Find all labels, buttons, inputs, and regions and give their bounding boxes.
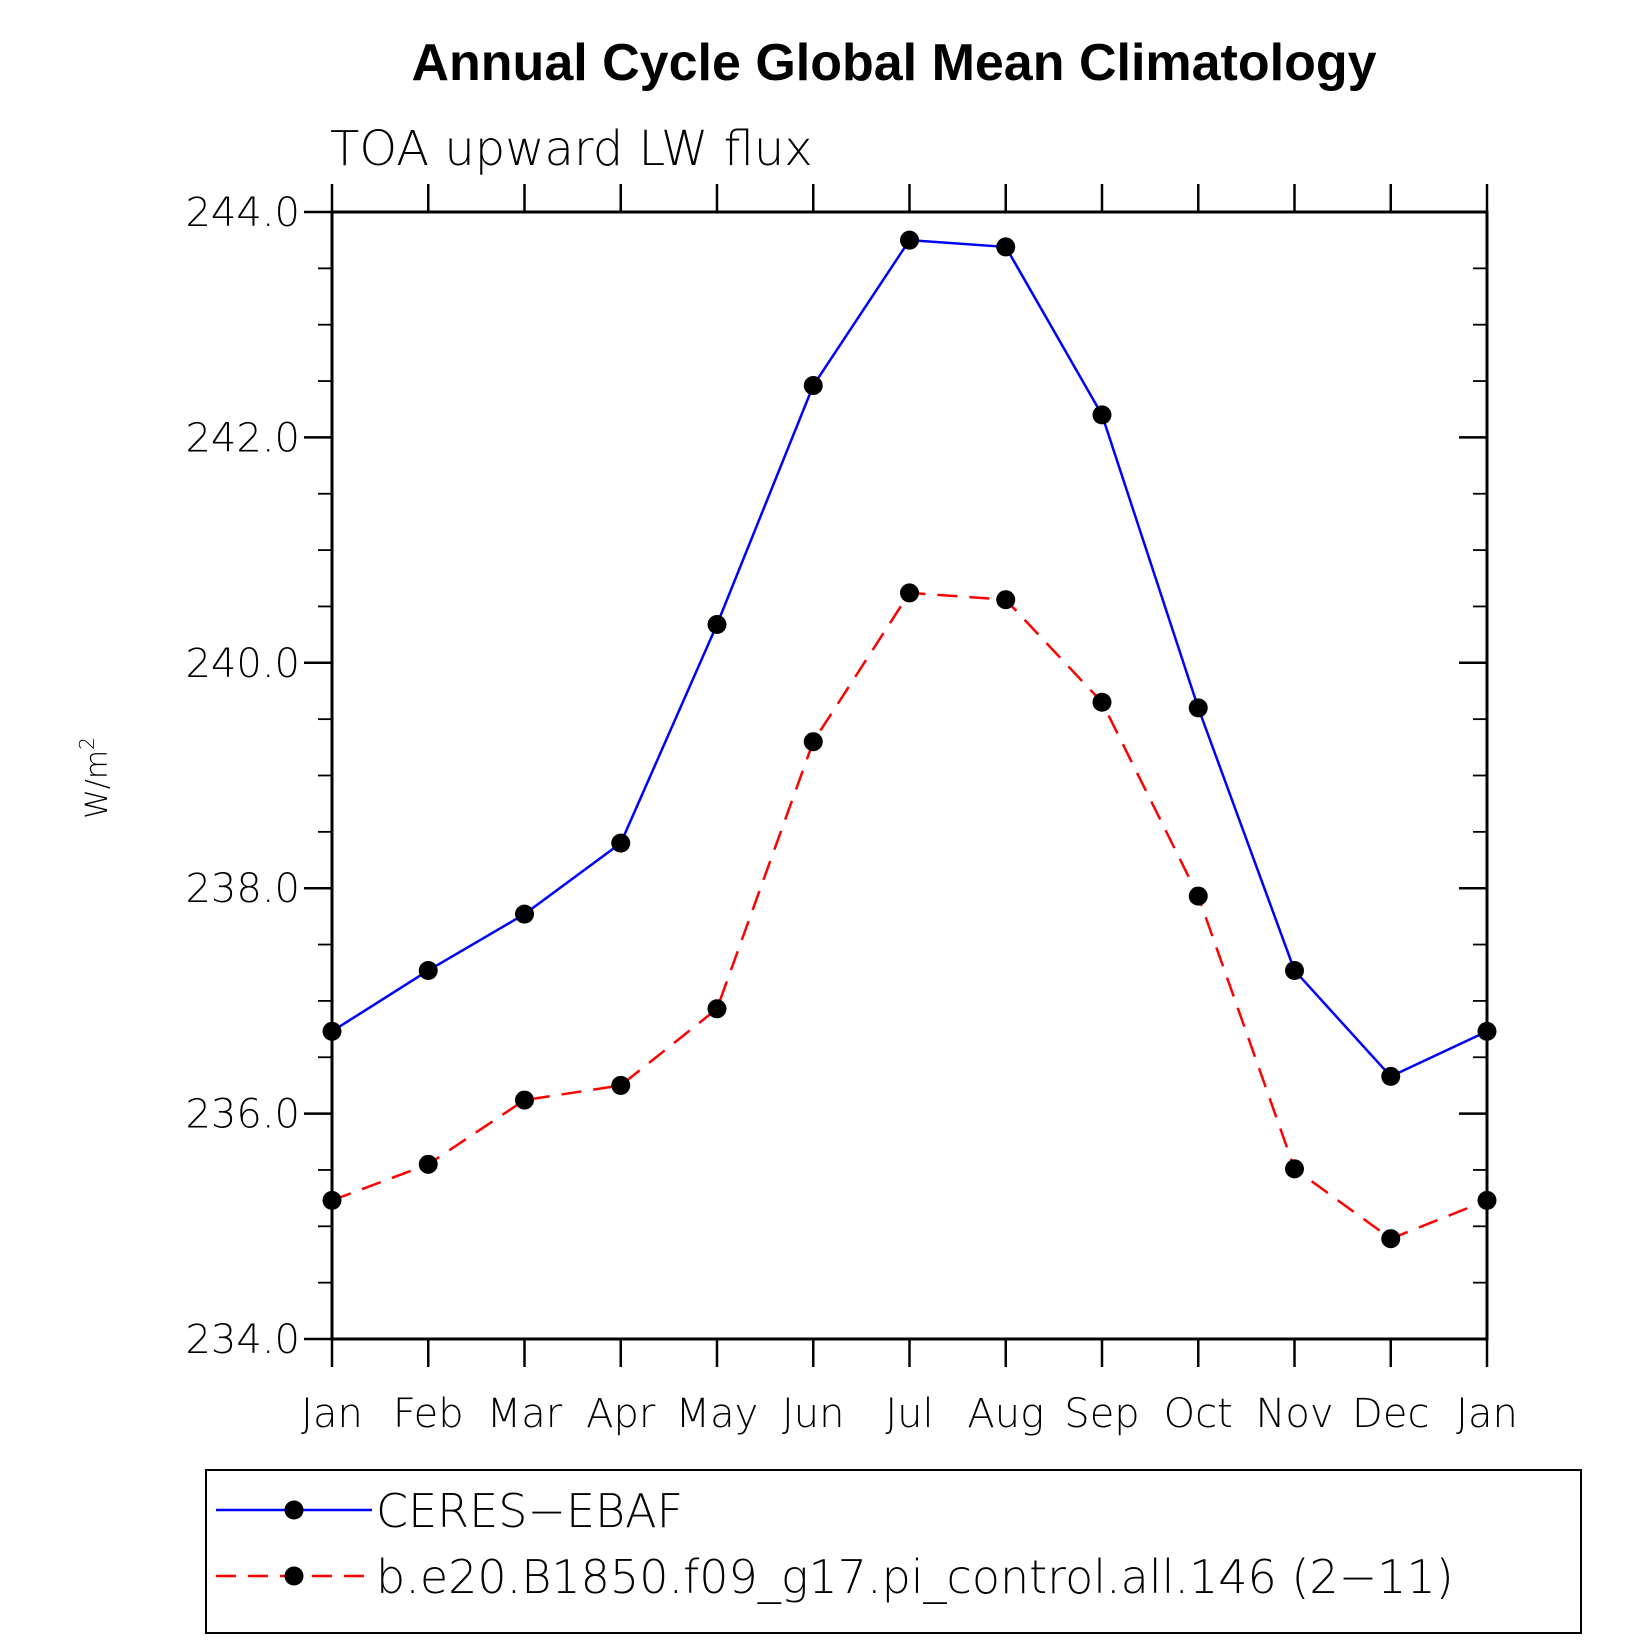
legend-box bbox=[205, 1469, 1582, 1634]
series-line-0 bbox=[331, 238, 1488, 1078]
data-point-series-0 bbox=[1092, 405, 1112, 425]
tick-labels: Jan Feb Mar Apr May Jun Jul Aug Sep Oct Nov Dec Jan2… bbox=[185, 190, 1517, 1437]
y-axis-label-base: W/m bbox=[80, 750, 115, 819]
data-point-series-1 bbox=[900, 583, 919, 603]
data-point-series-1 bbox=[1092, 692, 1112, 712]
data-point-series-1 bbox=[611, 1075, 631, 1095]
data-point-series-0 bbox=[418, 960, 438, 980]
y-tick-label: 234.0 bbox=[185, 1317, 300, 1363]
legend: CERES−EBAF b.e20.B1850.f09_g17.pi_control… bbox=[205, 1469, 1582, 1634]
data-point-series-0 bbox=[707, 614, 727, 634]
x-tick-label: May bbox=[676, 1391, 759, 1437]
data-point-series-1 bbox=[1381, 1229, 1401, 1249]
data-point-series-0 bbox=[900, 230, 919, 250]
x-tick-label: Feb bbox=[393, 1391, 464, 1437]
legend-items: CERES−EBAF b.e20.B1850.f09_g17.pi_control… bbox=[216, 1484, 1454, 1604]
legend-label-1: b.e20.B1850.f09_g17.pi_control.all.146 (… bbox=[376, 1550, 1454, 1604]
x-tick-label: Jun bbox=[782, 1391, 845, 1437]
data-point-series-0 bbox=[515, 904, 534, 924]
data-point-series-0 bbox=[611, 833, 631, 853]
data-point-series-1 bbox=[803, 732, 823, 752]
axis-ticks bbox=[304, 184, 1489, 1367]
y-tick-label: 236.0 bbox=[185, 1092, 300, 1138]
series-line-1 bbox=[331, 591, 1488, 1240]
x-tick-label: Apr bbox=[586, 1391, 656, 1437]
legend-label-0: CERES−EBAF bbox=[376, 1484, 683, 1538]
series-layer bbox=[322, 230, 1497, 1249]
chart-subtitle: TOA upward LW flux bbox=[330, 121, 813, 177]
data-point-series-0 bbox=[1381, 1066, 1401, 1086]
legend-marker-1 bbox=[284, 1566, 304, 1586]
data-point-series-1 bbox=[707, 999, 727, 1019]
y-tick-label: 238.0 bbox=[185, 866, 300, 912]
x-tick-label: Nov bbox=[1255, 1391, 1333, 1437]
x-tick-label: Oct bbox=[1164, 1391, 1233, 1437]
data-point-series-0 bbox=[996, 237, 1016, 257]
y-axis-label: W/m2 bbox=[75, 737, 115, 819]
x-tick-label: Sep bbox=[1064, 1391, 1139, 1437]
x-tick-label: Mar bbox=[487, 1391, 563, 1437]
chart-title: Annual Cycle Global Mean Climatology bbox=[411, 34, 1376, 92]
x-tick-label: Aug bbox=[967, 1391, 1044, 1437]
data-point-series-0 bbox=[803, 376, 823, 396]
x-tick-label: Jan bbox=[301, 1391, 363, 1437]
x-tick-label: Jan bbox=[1456, 1391, 1518, 1437]
y-tick-label: 240.0 bbox=[185, 641, 300, 687]
data-point-series-1 bbox=[1285, 1159, 1304, 1179]
data-point-series-1 bbox=[418, 1154, 438, 1174]
y-axis-label-superscript: 2 bbox=[75, 737, 99, 750]
plot-frame bbox=[330, 210, 1489, 1341]
legend-marker-0 bbox=[284, 1500, 304, 1520]
y-tick-label: 242.0 bbox=[185, 415, 300, 461]
data-point-series-0 bbox=[1188, 698, 1208, 718]
y-tick-label: 244.0 bbox=[185, 190, 300, 236]
x-tick-label: Jul bbox=[885, 1391, 933, 1437]
data-point-series-1 bbox=[515, 1090, 534, 1110]
x-tick-label: Dec bbox=[1352, 1391, 1429, 1437]
data-point-series-1 bbox=[1188, 886, 1208, 906]
data-point-series-0 bbox=[1285, 960, 1304, 980]
data-point-series-1 bbox=[996, 590, 1016, 610]
